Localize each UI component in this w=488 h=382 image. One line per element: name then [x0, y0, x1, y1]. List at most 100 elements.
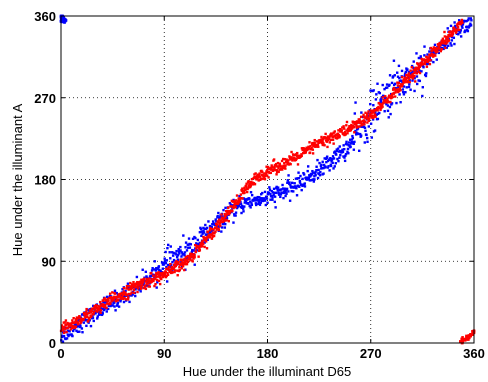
data-point — [250, 193, 254, 197]
data-point — [296, 163, 300, 166]
data-point — [76, 321, 80, 325]
data-point — [249, 184, 253, 187]
data-point — [60, 324, 64, 327]
data-point — [461, 339, 464, 343]
data-point — [447, 44, 450, 47]
data-point — [239, 196, 243, 200]
data-point — [139, 287, 143, 290]
data-point — [332, 131, 335, 134]
data-point — [350, 140, 353, 144]
data-point — [99, 300, 102, 304]
data-point — [173, 265, 176, 269]
data-point — [105, 310, 108, 313]
data-point — [201, 232, 204, 235]
data-point — [204, 240, 208, 243]
data-point — [408, 80, 411, 84]
data-point — [101, 312, 104, 315]
data-point — [212, 234, 216, 238]
data-point — [200, 230, 204, 233]
data-point — [269, 198, 272, 201]
data-point — [72, 316, 75, 320]
data-point — [359, 120, 363, 123]
data-point — [440, 48, 443, 51]
data-point — [450, 30, 453, 33]
data-point — [64, 328, 67, 331]
data-point — [232, 221, 235, 224]
data-point — [283, 162, 286, 165]
data-point — [184, 246, 187, 249]
data-point — [414, 69, 417, 73]
data-point — [256, 198, 260, 202]
data-point — [220, 213, 223, 216]
data-point — [310, 146, 313, 150]
data-point — [347, 141, 351, 144]
data-point — [303, 148, 307, 151]
data-point — [409, 88, 412, 91]
data-point — [367, 110, 370, 113]
data-point — [259, 177, 263, 181]
data-point — [95, 304, 98, 307]
data-point — [129, 288, 133, 291]
data-point — [426, 62, 430, 65]
data-point — [185, 262, 189, 266]
data-point — [290, 189, 293, 193]
data-point — [459, 22, 463, 26]
data-point — [223, 212, 226, 216]
data-point — [362, 121, 366, 125]
data-point — [450, 39, 454, 42]
data-point — [300, 188, 303, 192]
data-point — [334, 162, 338, 165]
data-point — [443, 35, 447, 38]
data-point — [321, 143, 324, 147]
data-point — [153, 260, 156, 263]
data-point — [345, 129, 348, 132]
data-point — [443, 44, 447, 48]
data-point — [401, 88, 405, 91]
data-point — [162, 263, 166, 266]
x-tick-label: 270 — [360, 346, 382, 361]
data-point — [66, 333, 70, 336]
data-point — [410, 66, 413, 69]
data-point — [382, 94, 385, 98]
data-point — [391, 95, 394, 98]
data-point — [157, 271, 160, 274]
data-point — [339, 128, 342, 131]
data-point — [163, 262, 166, 265]
data-point — [425, 72, 428, 75]
data-point — [337, 159, 340, 163]
data-point — [140, 279, 144, 282]
data-point — [129, 285, 133, 288]
data-point — [373, 129, 377, 132]
data-point — [139, 281, 142, 285]
data-point — [169, 262, 172, 266]
data-point — [405, 73, 408, 77]
data-point — [158, 274, 161, 277]
data-point — [200, 234, 203, 238]
data-point — [336, 157, 339, 161]
data-point — [367, 119, 371, 122]
data-point — [353, 122, 356, 126]
data-point — [317, 168, 320, 172]
data-point — [128, 284, 131, 288]
data-point — [438, 47, 441, 50]
y-tick-label: 270 — [34, 91, 56, 106]
data-point — [317, 145, 320, 148]
data-point — [250, 203, 254, 207]
data-point — [112, 297, 116, 300]
data-point — [249, 185, 252, 189]
data-point — [332, 142, 335, 145]
data-point — [269, 192, 272, 196]
data-point — [273, 166, 276, 169]
data-point — [217, 228, 221, 232]
data-point — [122, 297, 125, 301]
data-point — [186, 260, 190, 264]
data-point — [208, 236, 212, 239]
data-point — [78, 330, 81, 333]
data-point — [248, 182, 251, 186]
data-point — [353, 140, 356, 144]
data-point — [66, 326, 69, 330]
data-point — [248, 197, 251, 200]
data-point — [225, 218, 228, 222]
data-point — [61, 340, 65, 343]
data-point — [424, 74, 428, 78]
